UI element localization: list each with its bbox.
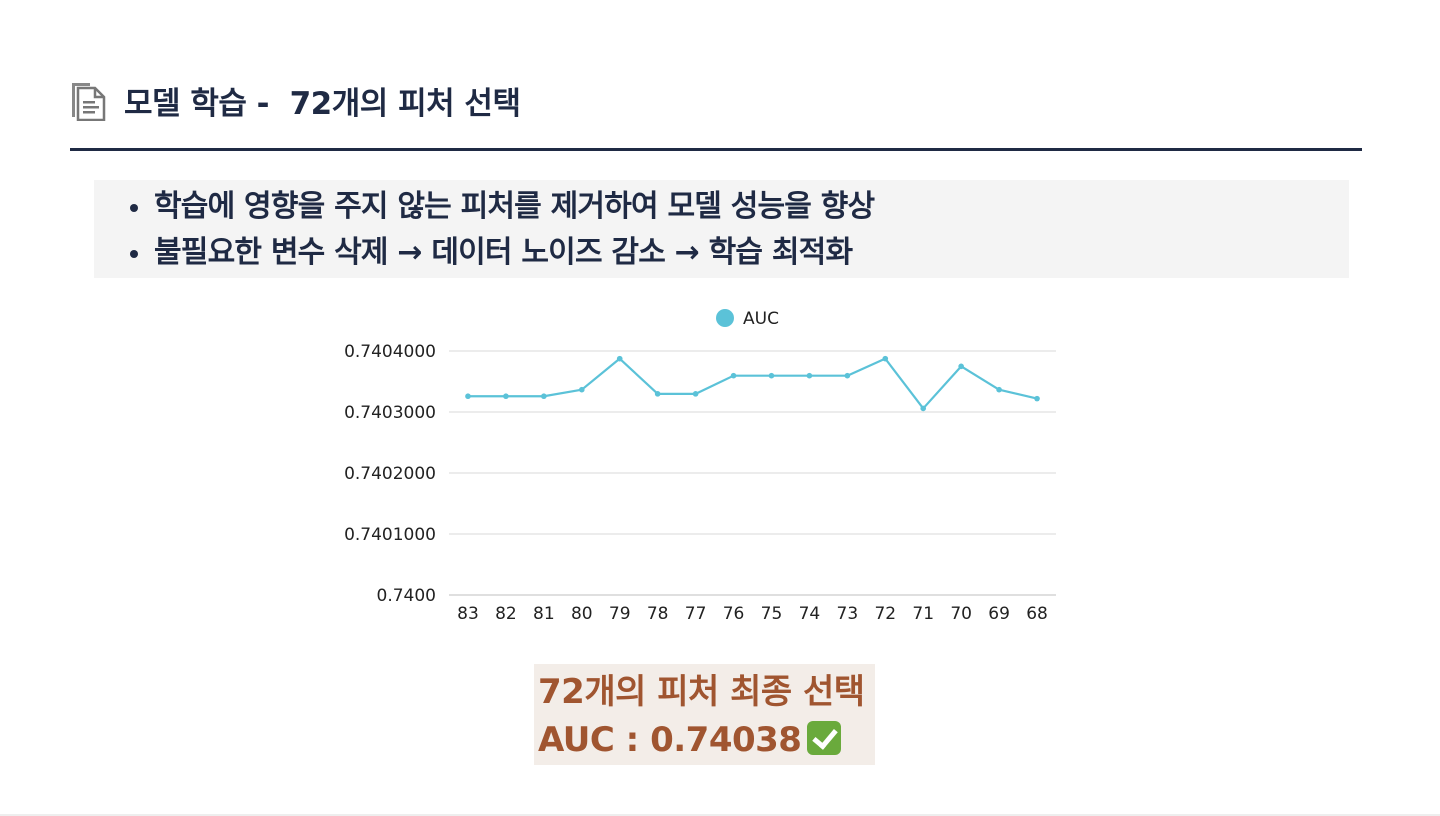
check-mark-icon xyxy=(807,721,842,755)
x-tick-label: 83 xyxy=(457,604,479,624)
legend-label: AUC xyxy=(743,309,779,329)
x-tick-label: 70 xyxy=(950,604,972,624)
y-tick-label: 0.7404000 xyxy=(344,342,436,362)
x-tick-label: 76 xyxy=(723,604,745,624)
result-line-1: 72개의 피처 최종 선택 xyxy=(538,672,865,712)
summary-box: 학습에 영향을 주지 않는 피처를 제거하여 모델 성능을 향상 불필요한 변수… xyxy=(94,180,1349,278)
bullet-item: 불필요한 변수 삭제 → 데이터 노이즈 감소 → 학습 최적화 xyxy=(130,230,1349,276)
title-divider xyxy=(70,148,1362,151)
x-tick-label: 81 xyxy=(533,604,555,624)
y-tick-label: 0.7401000 xyxy=(344,525,436,545)
y-tick-label: 0.7400 xyxy=(377,586,436,606)
data-point xyxy=(920,405,927,412)
data-point xyxy=(692,391,699,397)
data-point xyxy=(578,386,585,393)
data-point xyxy=(882,355,889,362)
bullet-item: 학습에 영향을 주지 않는 피처를 제거하여 모델 성능을 향상 xyxy=(130,184,1349,230)
data-point xyxy=(654,391,661,397)
legend-marker xyxy=(716,309,734,327)
data-point xyxy=(541,393,547,400)
bottom-divider xyxy=(0,814,1440,816)
auc-line-chart: 0.7404000 0.7403000 0.7402000 0.7401000 0.74… xyxy=(320,300,1080,640)
data-point xyxy=(503,393,509,400)
data-point xyxy=(465,393,471,400)
series-line-auc xyxy=(467,357,1038,410)
data-point xyxy=(806,372,813,379)
data-point xyxy=(958,363,964,370)
x-tick-label: 74 xyxy=(799,604,821,624)
data-point xyxy=(768,372,775,379)
x-tick-label: 78 xyxy=(647,604,669,624)
data-point xyxy=(616,355,623,362)
document-icon xyxy=(72,83,106,121)
y-tick-label: 0.7403000 xyxy=(344,403,436,423)
x-tick-label: 68 xyxy=(1026,604,1048,624)
chart-svg: 0.7404000 0.7403000 0.7402000 0.7401000 0.74… xyxy=(344,309,1056,624)
data-point xyxy=(844,372,851,379)
data-point xyxy=(1034,395,1040,402)
x-tick-label: 82 xyxy=(495,604,517,624)
x-tick-label: 75 xyxy=(761,604,783,624)
page-title: 모델 학습 - 72개의 피처 선택 xyxy=(124,85,521,122)
x-tick-label: 73 xyxy=(837,604,859,624)
result-line-2: AUC : 0.74038 xyxy=(538,716,875,764)
bullet-list: 학습에 영향을 주지 않는 피처를 제거하여 모델 성능을 향상 불필요한 변수… xyxy=(94,184,1349,276)
result-box: 72개의 피처 최종 선택 AUC : 0.74038 xyxy=(534,664,875,765)
data-point xyxy=(730,372,737,379)
data-point xyxy=(996,386,1002,393)
x-tick-label: 79 xyxy=(609,604,631,624)
x-tick-label: 77 xyxy=(685,604,707,624)
x-tick-label: 80 xyxy=(571,604,593,624)
result-auc-text: AUC : 0.74038 xyxy=(538,720,802,760)
x-tick-label: 69 xyxy=(988,604,1010,624)
x-tick-label: 71 xyxy=(912,604,934,624)
x-tick-label: 72 xyxy=(874,604,896,624)
title-row: 모델 학습 - 72개의 피처 선택 xyxy=(70,78,521,122)
y-tick-label: 0.7402000 xyxy=(344,464,436,484)
